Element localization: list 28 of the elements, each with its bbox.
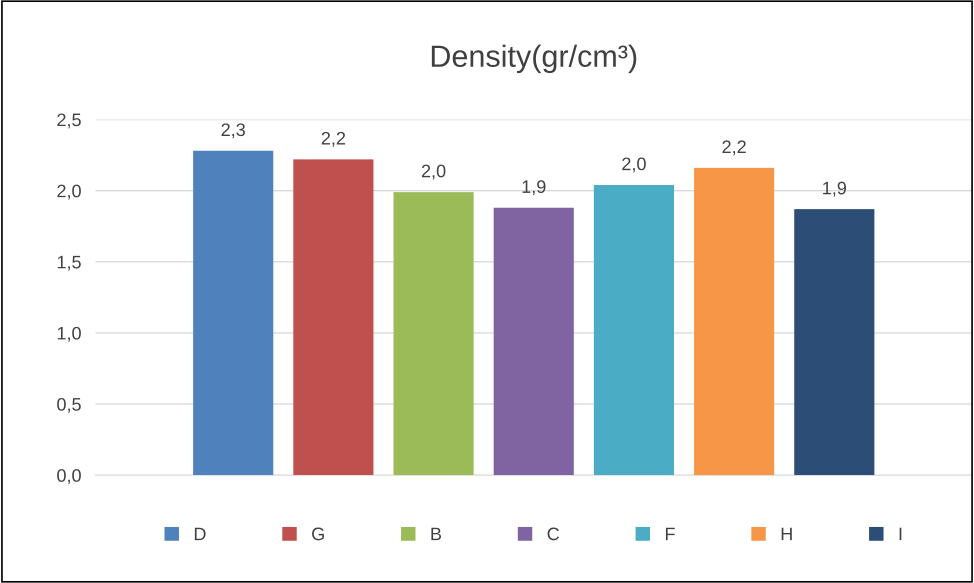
bar: [494, 208, 574, 476]
chart-title: Density(gr/cm³): [432, 44, 636, 74]
y-tick-label: 0,5: [57, 398, 81, 413]
data-label: 2,0: [422, 164, 446, 180]
data-label: 2,2: [322, 132, 346, 147]
bar: [794, 209, 874, 476]
data-label: 2,0: [622, 157, 646, 172]
bar: [694, 168, 774, 476]
legend-label: D: [194, 528, 206, 540]
legend-label: F: [666, 528, 675, 540]
bar: [594, 184, 674, 476]
data-label: 1,9: [823, 182, 846, 197]
legend-label: B: [431, 528, 442, 540]
y-tick-label: 0,0: [57, 469, 81, 484]
bar: [293, 159, 374, 476]
y-tick-label: 2,5: [57, 113, 81, 128]
data-label: 1,9: [522, 180, 546, 196]
data-label: 2,2: [722, 140, 746, 156]
legend-label: G: [312, 528, 324, 540]
y-tick-label: 1,0: [58, 326, 81, 342]
data-label: 2,3: [222, 123, 245, 138]
legend-label: C: [548, 528, 560, 540]
legend-label: H: [782, 528, 792, 540]
bar: [393, 192, 474, 476]
y-tick-label: 2,0: [57, 184, 81, 200]
bar: [193, 150, 274, 476]
y-tick-label: 1,5: [58, 256, 81, 271]
legend-label: I: [900, 528, 902, 540]
